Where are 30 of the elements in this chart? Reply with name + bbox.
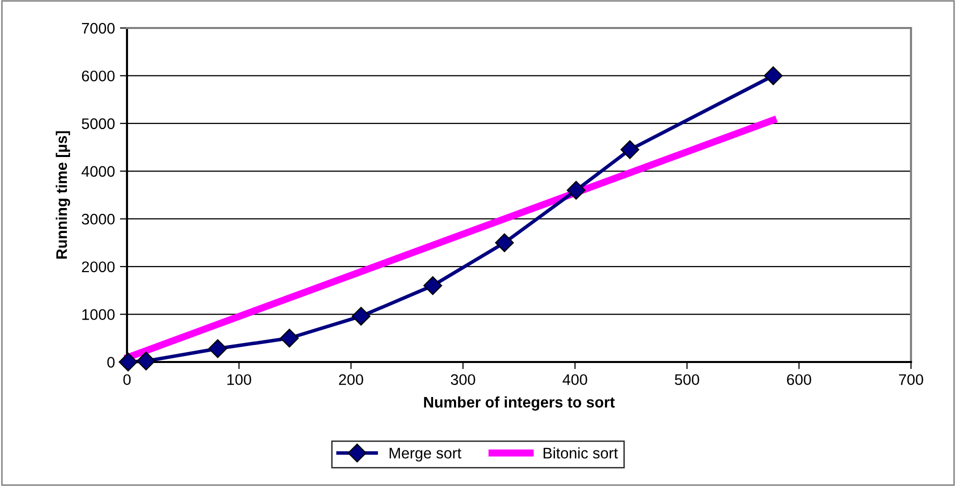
y-tick-label: 0 <box>107 356 115 368</box>
point <box>136 352 156 370</box>
point <box>620 140 640 160</box>
point <box>764 66 783 86</box>
y-tick-label: 4000 <box>82 166 115 177</box>
x-tick-label: 700 <box>899 374 924 386</box>
y-tick-label: 6000 <box>82 70 115 82</box>
point <box>118 352 138 372</box>
x-tick-label: 100 <box>227 374 252 386</box>
y-tick-label: 2000 <box>82 261 115 272</box>
y-axis-title: Running time [µs] <box>56 131 70 259</box>
y-tick-label: 5000 <box>82 118 115 130</box>
x-tick-label: 300 <box>450 374 476 386</box>
x-tick-label: 200 <box>339 374 364 386</box>
y-tick-label: 7000 <box>82 22 115 34</box>
point <box>423 276 442 296</box>
legend-label: Bitonic sort <box>544 447 618 459</box>
x-tick-label: 500 <box>674 374 700 386</box>
point <box>208 339 228 358</box>
x-axis-title: Number of integers to sort <box>424 396 615 411</box>
point <box>566 180 586 200</box>
point <box>352 306 370 326</box>
x-tick-label: 400 <box>562 374 588 386</box>
point <box>495 233 514 252</box>
x-tick-label: 0 <box>123 374 131 386</box>
point <box>280 328 299 348</box>
legend-label: Merge sort <box>390 448 462 462</box>
y-tick-label: 1000 <box>82 309 115 320</box>
x-tick-label: 600 <box>787 374 812 386</box>
y-tick-label: 3000 <box>82 214 115 225</box>
